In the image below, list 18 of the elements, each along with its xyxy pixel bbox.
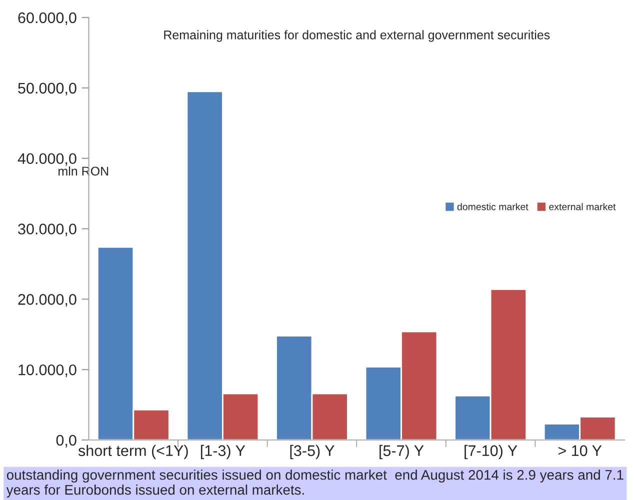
x-tick-label: [3-5) Y <box>290 444 334 460</box>
x-tick-label: [7-10) Y <box>464 444 518 460</box>
x-tick-label: [5-7) Y <box>380 444 424 460</box>
y-tick-label: 60.000,0 <box>18 12 76 25</box>
y-tick-label: 30.000,0 <box>18 224 76 236</box>
y-tick-label: 10.000,0 <box>18 364 76 378</box>
legend-label: external market <box>549 203 616 210</box>
x-tick-label: short term (<1Y) <box>78 444 188 460</box>
y-axis-title: mln RON <box>58 166 108 176</box>
text: Remaining maturities for domestic and external government securities <box>164 30 550 42</box>
y-tick-label: 0,0 <box>56 434 76 448</box>
legend-label: domestic market <box>457 203 528 210</box>
text: outstanding government securities issued on domestic market end August 2014 is 2.9 years and 7.1 years for Eurobonds issued on external markets. <box>6 470 624 498</box>
x-tick-label: [1-3) Y <box>200 444 246 460</box>
y-tick-label: 20.000,0 <box>18 294 76 307</box>
y-tick-label: 50.000,0 <box>18 82 76 96</box>
x-tick-label: > 10 Y <box>558 445 602 456</box>
y-tick-label: 40.000,0 <box>18 153 76 166</box>
